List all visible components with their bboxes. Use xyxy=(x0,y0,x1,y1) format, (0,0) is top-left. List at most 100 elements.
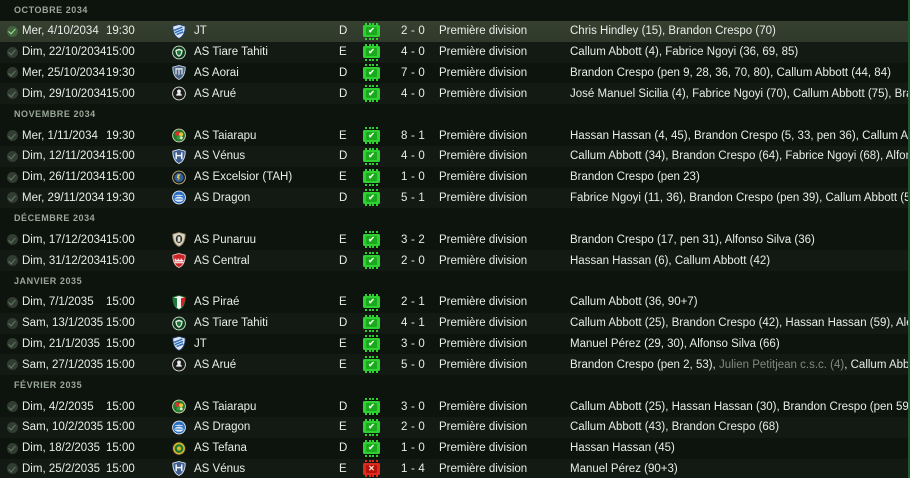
table-row[interactable]: Mer, 25/10/2034 19:30 AS Aorai D ✔ 7 - 0 Premi… xyxy=(0,62,908,84)
row-check-cell[interactable] xyxy=(0,463,22,475)
row-check-cell[interactable] xyxy=(0,338,22,350)
result-badge-cell[interactable]: ✔ xyxy=(361,189,401,207)
fixture-score[interactable]: 4 - 1 xyxy=(401,317,426,330)
result-badge-cell[interactable]: ✔ xyxy=(361,22,401,40)
table-row[interactable]: Dim, 21/1/2035 15:00 JT E ✔ 3 - 0 Première div… xyxy=(0,333,908,355)
opponent-name[interactable]: AS Punaruu xyxy=(194,233,257,246)
opponent-name[interactable]: AS Vénus xyxy=(194,150,246,163)
check-circle-icon[interactable] xyxy=(6,67,18,79)
row-check-cell[interactable] xyxy=(0,88,22,100)
row-check-cell[interactable] xyxy=(0,171,22,183)
result-win-badge[interactable]: ✔ xyxy=(363,64,380,82)
opponent-name[interactable]: AS Tefana xyxy=(194,442,247,455)
check-circle-icon[interactable] xyxy=(6,317,18,329)
opponent-name[interactable]: AS Vénus xyxy=(194,462,246,475)
check-circle-icon[interactable] xyxy=(6,442,18,454)
fixture-score[interactable]: 3 - 0 xyxy=(401,337,426,350)
table-row[interactable]: Dim, 17/12/2034 15:00 AS Punaruu E ✔ 3 - 2 Pre… xyxy=(0,229,908,251)
fixture-score[interactable]: 4 - 0 xyxy=(401,87,426,100)
row-check-cell[interactable] xyxy=(0,255,22,267)
table-row[interactable]: Dim, 26/11/2034 15:00 AS Excelsior (TAH) E ✔… xyxy=(0,166,908,188)
table-row[interactable]: Dim, 18/2/2035 15:00 AS Tefana D ✔ 1 - 0 Premi… xyxy=(0,437,908,459)
competition-name[interactable]: Première division xyxy=(439,46,528,59)
result-win-badge[interactable]: ✔ xyxy=(363,231,380,249)
result-badge-cell[interactable]: ✔ xyxy=(361,293,401,311)
opponent-name[interactable]: AS Arué xyxy=(194,358,237,371)
result-badge-cell[interactable]: ✕ xyxy=(361,460,401,478)
competition-name[interactable]: Première division xyxy=(439,337,528,350)
table-row[interactable]: Dim, 22/10/2034 15:00 AS Tiare Tahiti E ✔ 4 -… xyxy=(0,41,908,63)
opponent-name[interactable]: JT xyxy=(194,25,207,38)
result-win-badge[interactable]: ✔ xyxy=(363,335,380,353)
result-win-badge[interactable]: ✔ xyxy=(363,356,380,374)
row-check-cell[interactable] xyxy=(0,150,22,162)
opponent-name[interactable]: AS Dragon xyxy=(194,191,251,204)
fixture-score[interactable]: 4 - 0 xyxy=(401,150,426,163)
row-check-cell[interactable] xyxy=(0,25,22,37)
check-circle-icon[interactable] xyxy=(6,401,18,413)
competition-name[interactable]: Première division xyxy=(439,233,528,246)
fixture-score[interactable]: 5 - 1 xyxy=(401,191,426,204)
check-circle-icon[interactable] xyxy=(6,171,18,183)
result-win-badge[interactable]: ✔ xyxy=(363,418,380,436)
row-check-cell[interactable] xyxy=(0,67,22,79)
competition-name[interactable]: Première division xyxy=(439,442,528,455)
result-win-badge[interactable]: ✔ xyxy=(363,168,380,186)
competition-name[interactable]: Première division xyxy=(439,129,528,142)
opponent-name[interactable]: AS Taiarapu xyxy=(194,129,257,142)
table-row[interactable]: Mer, 1/11/2034 19:30 AS Taiarapu E ✔ 8 - 1 Pre… xyxy=(0,125,908,146)
check-circle-icon[interactable] xyxy=(6,150,18,162)
competition-name[interactable]: Première division xyxy=(439,171,528,184)
opponent-name[interactable]: AS Excelsior (TAH) xyxy=(194,171,293,184)
fixture-score[interactable]: 8 - 1 xyxy=(401,129,426,142)
check-circle-icon[interactable] xyxy=(6,88,18,100)
result-win-badge[interactable]: ✔ xyxy=(363,314,380,332)
fixture-score[interactable]: 2 - 1 xyxy=(401,296,426,309)
row-check-cell[interactable] xyxy=(0,234,22,246)
check-circle-icon[interactable] xyxy=(6,296,18,308)
result-win-badge[interactable]: ✔ xyxy=(363,127,380,145)
fixture-score[interactable]: 7 - 0 xyxy=(401,66,426,79)
fixture-score[interactable]: 1 - 0 xyxy=(401,171,426,184)
opponent-name[interactable]: AS Taiarapu xyxy=(194,400,257,413)
check-circle-icon[interactable] xyxy=(6,130,18,142)
competition-name[interactable]: Première division xyxy=(439,66,528,79)
result-win-badge[interactable]: ✔ xyxy=(363,293,380,311)
check-circle-icon[interactable] xyxy=(6,359,18,371)
result-win-badge[interactable]: ✔ xyxy=(363,439,380,457)
table-row[interactable]: Dim, 12/11/2034 15:00 AS Vénus D ✔ 4 - 0 Premi… xyxy=(0,145,908,167)
result-win-badge[interactable]: ✔ xyxy=(363,85,380,103)
result-win-badge[interactable]: ✔ xyxy=(363,43,380,61)
row-check-cell[interactable] xyxy=(0,421,22,433)
result-badge-cell[interactable]: ✔ xyxy=(361,314,401,332)
result-badge-cell[interactable]: ✔ xyxy=(361,64,401,82)
table-row[interactable]: Dim, 25/2/2035 15:00 AS Vénus E ✕ 1 - 4 Premiè… xyxy=(0,458,908,478)
opponent-name[interactable]: AS Aorai xyxy=(194,66,239,79)
result-badge-cell[interactable]: ✔ xyxy=(361,356,401,374)
row-check-cell[interactable] xyxy=(0,359,22,371)
result-win-badge[interactable]: ✔ xyxy=(363,252,380,270)
check-circle-icon[interactable] xyxy=(6,234,18,246)
check-circle-icon[interactable] xyxy=(6,255,18,267)
result-loss-badge[interactable]: ✕ xyxy=(363,460,380,478)
competition-name[interactable]: Première division xyxy=(439,358,528,371)
row-check-cell[interactable] xyxy=(0,192,22,204)
check-circle-icon[interactable] xyxy=(6,338,18,350)
result-win-badge[interactable]: ✔ xyxy=(363,147,380,165)
result-badge-cell[interactable]: ✔ xyxy=(361,398,401,416)
result-win-badge[interactable]: ✔ xyxy=(363,189,380,207)
result-badge-cell[interactable]: ✔ xyxy=(361,43,401,61)
competition-name[interactable]: Première division xyxy=(439,400,528,413)
row-check-cell[interactable] xyxy=(0,130,22,142)
opponent-name[interactable]: AS Central xyxy=(194,254,250,267)
fixture-score[interactable]: 2 - 0 xyxy=(401,25,426,38)
result-badge-cell[interactable]: ✔ xyxy=(361,168,401,186)
result-badge-cell[interactable]: ✔ xyxy=(361,418,401,436)
competition-name[interactable]: Première division xyxy=(439,317,528,330)
result-badge-cell[interactable]: ✔ xyxy=(361,335,401,353)
result-win-badge[interactable]: ✔ xyxy=(363,22,380,40)
competition-name[interactable]: Première division xyxy=(439,254,528,267)
opponent-name[interactable]: JT xyxy=(194,337,207,350)
result-win-badge[interactable]: ✔ xyxy=(363,398,380,416)
check-circle-icon[interactable] xyxy=(6,46,18,58)
